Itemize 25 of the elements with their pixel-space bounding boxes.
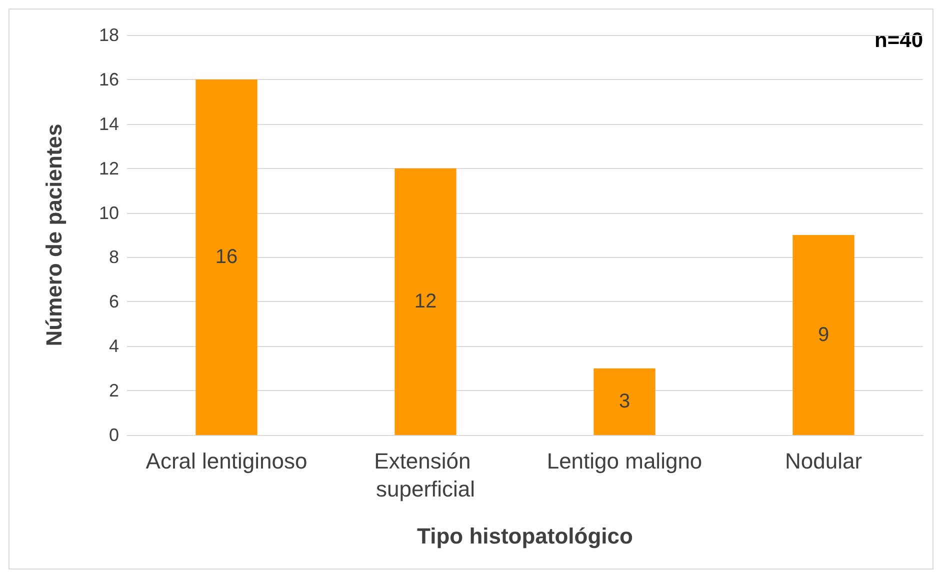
data-label: 16 [215,246,238,268]
x-tick-label: Lentigo maligno [546,448,702,474]
x-axis-title: Tipo histopatológico [417,524,633,548]
data-label: 12 [414,290,437,313]
bar [594,368,656,435]
x-tick-label: Acral lentiginoso [146,448,308,474]
y-tick-label: 14 [98,114,119,134]
y-tick-label: 6 [108,292,119,312]
data-label: 9 [818,324,830,346]
y-tick-label: 4 [108,336,119,356]
y-tick-label: 12 [98,158,119,178]
y-tick-label: 8 [108,247,119,268]
y-tick-label: 0 [108,425,119,445]
y-axis-title: Número de pacientes [42,124,66,346]
annotation: n=40 [874,29,924,52]
x-tick-label: Extensión superficial [374,448,477,502]
y-tick-label: 2 [108,380,119,401]
bar [394,168,456,435]
y-tick-label: 10 [98,202,119,223]
y-tick-label: 16 [98,69,119,90]
data-label: 3 [618,390,630,413]
y-tick-label: 18 [98,25,119,45]
x-tick-label: Nodular [784,448,862,474]
bar [792,235,854,435]
bar [196,79,258,435]
